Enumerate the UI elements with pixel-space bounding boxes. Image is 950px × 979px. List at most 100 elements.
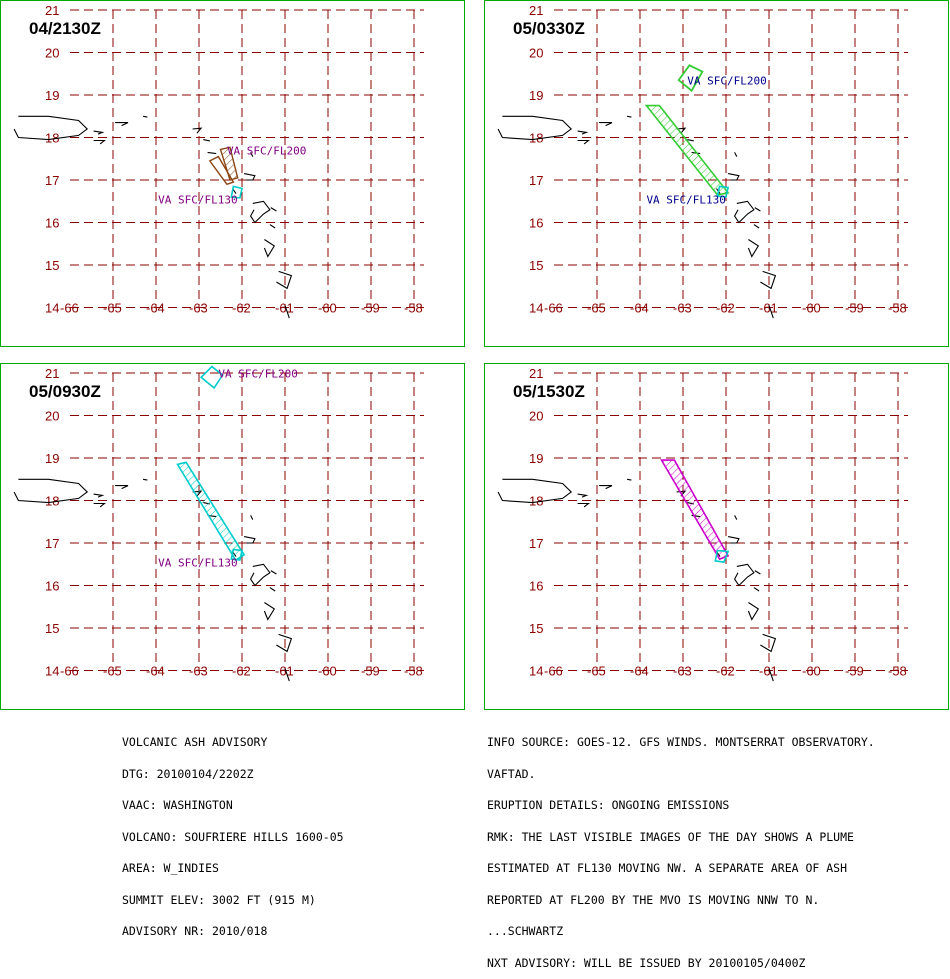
advisory-line: DTG: 20100104/2202Z xyxy=(122,766,254,781)
lat-tick-label: 20 xyxy=(529,409,543,424)
lon-tick-label: -65 xyxy=(587,664,606,679)
lon-tick-label: -58 xyxy=(404,301,423,316)
lat-tick-label: 17 xyxy=(45,536,59,551)
ash-layer-label: VA SFC/FL200 xyxy=(687,74,766,87)
lat-tick-label: 15 xyxy=(45,621,59,636)
ash-area-polygon xyxy=(716,185,730,198)
coastline xyxy=(115,485,129,490)
coastline xyxy=(93,130,105,135)
coastline xyxy=(263,602,276,621)
coastline xyxy=(269,224,276,229)
coastline xyxy=(270,207,277,212)
coastline xyxy=(768,305,774,319)
coastline xyxy=(115,122,129,127)
lon-tick-label: -63 xyxy=(189,664,208,679)
ash-area-polygon xyxy=(660,459,730,561)
map-panel-2: 21 20 19 18 17 16 15 14 -66 -65 -64 -63 -62 -61 -60 -59… xyxy=(484,0,949,347)
ash-area-polygon xyxy=(230,185,243,199)
coastline xyxy=(13,478,89,504)
lon-tick-label: -58 xyxy=(888,301,907,316)
coastline xyxy=(733,200,755,224)
coastline xyxy=(676,127,687,134)
coastline xyxy=(250,152,254,157)
coastline xyxy=(733,563,755,587)
lon-tick-label: -59 xyxy=(361,301,380,316)
lat-tick-label: 21 xyxy=(529,366,543,381)
coastline xyxy=(276,633,293,653)
lat-tick-label: 17 xyxy=(529,173,543,188)
map-svg: 21 20 19 18 17 16 15 14 -66 -65 -64 -63 -62 -61 -60 -59… xyxy=(13,3,424,319)
coastline xyxy=(727,173,740,181)
advisory-line: SUMMIT ELEV: 3002 FT (915 M) xyxy=(122,892,316,907)
coastline xyxy=(270,570,277,575)
lat-tick-label: 20 xyxy=(45,46,59,61)
coastline xyxy=(142,478,148,481)
lon-tick-label: -64 xyxy=(146,664,165,679)
coastline xyxy=(753,224,760,229)
coastline xyxy=(93,493,105,498)
lon-tick-label: -58 xyxy=(888,664,907,679)
lat-tick-label: 21 xyxy=(45,3,59,18)
lat-tick-label: 15 xyxy=(529,258,543,273)
lat-tick-label: 19 xyxy=(529,88,543,103)
coastline xyxy=(626,478,632,481)
coastline xyxy=(754,570,761,575)
lat-tick-label: 16 xyxy=(529,579,543,594)
advisory-line: ...SCHWARTZ xyxy=(487,924,564,938)
map-svg: 21 20 19 18 17 16 15 14 -66 -65 -64 -63 -62 -61 -60 -59… xyxy=(497,3,908,319)
advisory-line: VOLCANO: SOUFRIERE HILLS 1600-05 xyxy=(122,829,344,844)
advisory-line: ADVISORY NR: 2010/018 xyxy=(122,924,268,938)
ash-area-polygon xyxy=(230,548,243,561)
advisory-line: AREA: W_INDIES xyxy=(122,861,219,875)
coastline xyxy=(497,478,573,504)
lat-tick-label: 17 xyxy=(529,536,543,551)
coastline xyxy=(269,587,276,592)
advisory-header-text: VOLCANIC ASH ADVISORY DTG: 20100104/2202… xyxy=(122,716,344,947)
lon-tick-label: -61 xyxy=(275,301,294,316)
map-svg: 21 20 19 18 17 16 15 14 -66 -65 -64 -63 -62 -61 -60 -59… xyxy=(497,366,908,682)
lat-tick-label: 19 xyxy=(529,451,543,466)
ash-area-polygon xyxy=(714,549,730,563)
coastline xyxy=(13,115,89,141)
lat-tick-label: 20 xyxy=(529,46,543,61)
advisory-line: ESTIMATED AT FL130 MOVING NW. A SEPARATE… xyxy=(487,861,848,875)
coastline xyxy=(734,152,738,157)
advisory-line: REPORTED AT FL200 BY THE MVO IS MOVING N… xyxy=(487,892,820,907)
coastline xyxy=(93,502,106,508)
coastline xyxy=(734,515,738,520)
lon-tick-label: -66 xyxy=(544,301,563,316)
lon-tick-label: -65 xyxy=(587,301,606,316)
coastline xyxy=(727,536,740,544)
coastline xyxy=(207,151,217,155)
coastline xyxy=(263,239,276,258)
map-panel-1: 21 20 19 18 17 16 15 14 -66 -65 -64 -63 -62 -61 -60 -59… xyxy=(0,0,465,347)
lon-tick-label: -66 xyxy=(60,301,79,316)
lat-tick-label: 14 xyxy=(45,664,59,679)
lon-tick-label: -61 xyxy=(275,664,294,679)
coastline xyxy=(243,173,256,181)
lat-tick-label: 19 xyxy=(45,88,59,103)
lat-tick-label: 21 xyxy=(45,366,59,381)
panel-time-label: 05/0330Z xyxy=(513,19,585,38)
lon-tick-label: -62 xyxy=(716,301,735,316)
lat-tick-label: 16 xyxy=(45,579,59,594)
map-panel-3: 21 20 19 18 17 16 15 14 -66 -65 -64 -63 -62 -61 -60 -59… xyxy=(0,363,465,710)
lon-tick-label: -63 xyxy=(673,301,692,316)
panel-time-label: 05/1530Z xyxy=(513,382,585,401)
ash-layer-label: VA SFC/FL130 xyxy=(158,556,237,569)
coastline xyxy=(284,668,290,682)
lon-tick-label: -60 xyxy=(318,301,337,316)
advisory-remarks-text: INFO SOURCE: GOES-12. GFS WINDS. MONTSER… xyxy=(487,716,875,979)
coastline xyxy=(747,602,760,621)
lat-tick-label: 14 xyxy=(529,664,543,679)
lon-tick-label: -62 xyxy=(716,664,735,679)
coastline xyxy=(753,587,760,592)
lon-tick-label: -62 xyxy=(232,301,251,316)
ash-area-polygon xyxy=(208,155,235,186)
coastline xyxy=(577,130,589,135)
coastline xyxy=(754,207,761,212)
lon-tick-label: -60 xyxy=(802,301,821,316)
lon-tick-label: -61 xyxy=(759,664,778,679)
ash-layer-label: VA SFC/FL200 xyxy=(227,145,306,158)
coastline xyxy=(243,536,256,544)
